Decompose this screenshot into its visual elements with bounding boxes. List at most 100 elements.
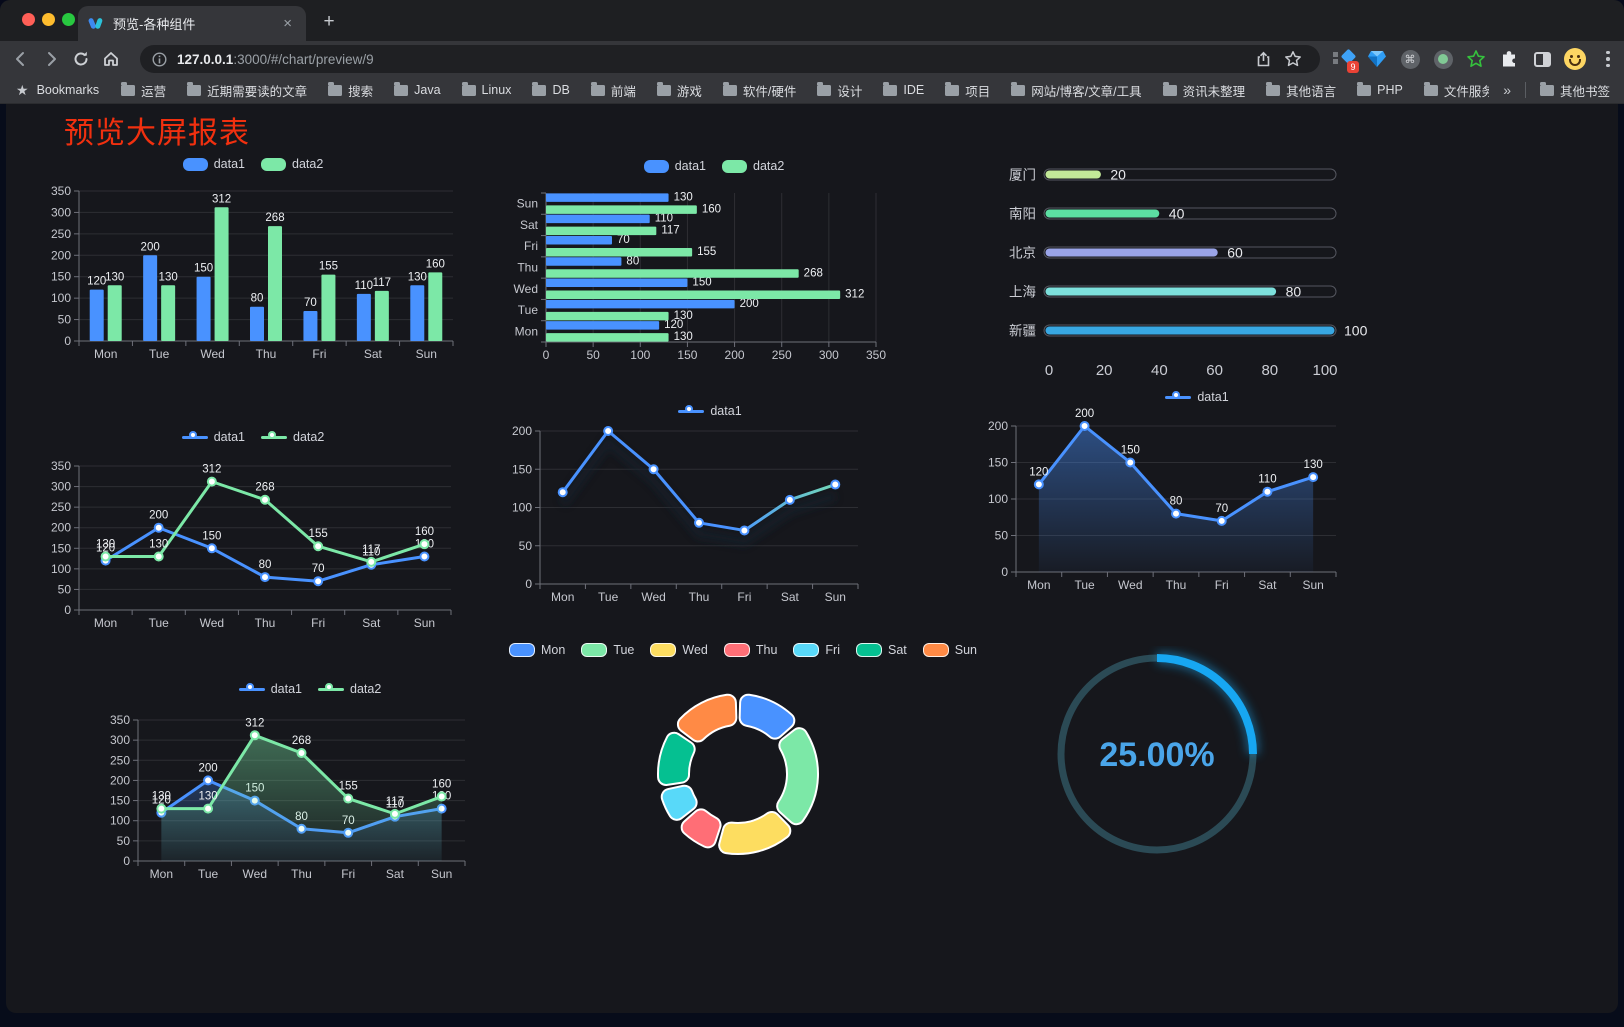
bookmark-folder[interactable]: 软件/硬件 bbox=[722, 81, 796, 100]
legend-item[interactable]: Thu bbox=[723, 643, 777, 657]
browser-menu-icon[interactable] bbox=[1596, 47, 1620, 71]
address-bar[interactable]: 127.0.0.1:3000/#/chart/preview/9 bbox=[140, 45, 1320, 73]
bookmarks-star-icon[interactable]: ★ bbox=[16, 81, 29, 98]
url-text[interactable]: 127.0.0.1:3000/#/chart/preview/9 bbox=[177, 52, 1248, 67]
profile-avatar[interactable] bbox=[1563, 47, 1587, 71]
svg-text:Mon: Mon bbox=[94, 347, 117, 361]
folder-icon bbox=[1162, 82, 1177, 96]
legend-item[interactable]: Sat bbox=[856, 643, 907, 657]
svg-text:80: 80 bbox=[1286, 284, 1302, 300]
share-icon[interactable] bbox=[1248, 44, 1278, 74]
minimize-window-button[interactable] bbox=[42, 13, 55, 26]
svg-text:50: 50 bbox=[995, 529, 1009, 543]
other-bookmarks-folder[interactable]: 其他书签 bbox=[1539, 81, 1610, 100]
svg-text:Wed: Wed bbox=[641, 590, 665, 604]
legend-item[interactable]: data2 bbox=[318, 682, 381, 696]
legend-item[interactable]: Mon bbox=[508, 643, 565, 657]
svg-text:150: 150 bbox=[692, 277, 711, 289]
svg-text:0: 0 bbox=[1001, 565, 1008, 579]
chart-legend: data1 data2 bbox=[45, 430, 461, 444]
zoom-window-button[interactable] bbox=[62, 13, 75, 26]
extension-record-icon[interactable] bbox=[1431, 47, 1455, 71]
legend-item[interactable]: data2 bbox=[722, 159, 784, 173]
svg-text:130: 130 bbox=[674, 310, 693, 322]
home-icon[interactable] bbox=[96, 44, 126, 74]
svg-text:Mon: Mon bbox=[551, 590, 574, 604]
close-window-button[interactable] bbox=[22, 13, 35, 26]
legend-item[interactable]: Fri bbox=[793, 643, 840, 657]
legend-item[interactable]: data1 bbox=[643, 159, 706, 173]
svg-text:130: 130 bbox=[105, 271, 124, 283]
browser-tab[interactable]: 预览-各种组件 × bbox=[78, 6, 306, 41]
svg-text:312: 312 bbox=[212, 193, 231, 205]
bookmark-folder[interactable]: 设计 bbox=[817, 81, 862, 100]
bookmarks-overflow-chevron[interactable]: » bbox=[1503, 82, 1511, 98]
svg-text:Sat: Sat bbox=[386, 867, 405, 881]
svg-text:130: 130 bbox=[159, 271, 178, 283]
bookmark-folder[interactable]: DB bbox=[532, 82, 570, 97]
legend-item[interactable]: data2 bbox=[261, 157, 323, 171]
reload-icon[interactable] bbox=[66, 44, 96, 74]
bookmarks-label[interactable]: Bookmarks bbox=[36, 83, 100, 97]
legend-item[interactable]: data2 bbox=[261, 430, 324, 444]
svg-text:70: 70 bbox=[304, 297, 317, 309]
legend-item[interactable]: data1 bbox=[182, 157, 245, 171]
svg-text:155: 155 bbox=[309, 528, 328, 540]
forward-icon[interactable] bbox=[36, 44, 66, 74]
legend-item[interactable]: Sun bbox=[922, 643, 977, 657]
extension-command-icon[interactable]: ⌘ bbox=[1398, 47, 1422, 71]
tab-close-icon[interactable]: × bbox=[283, 15, 292, 32]
sidebar-toggle-icon[interactable] bbox=[1530, 47, 1554, 71]
legend-item[interactable]: Wed bbox=[650, 643, 708, 657]
bookmark-folder[interactable]: Linux bbox=[461, 82, 511, 97]
svg-text:200: 200 bbox=[1075, 408, 1094, 420]
legend-item[interactable]: data1 bbox=[238, 682, 302, 696]
svg-text:新疆: 新疆 bbox=[1009, 324, 1036, 339]
bookmark-folder[interactable]: 项目 bbox=[945, 81, 990, 100]
donut-canvas bbox=[657, 693, 819, 855]
back-icon[interactable] bbox=[6, 44, 36, 74]
page-content: 预览大屏报表 data1 data2 0 50 100 150 200 250 300 350 Mo… bbox=[6, 104, 1618, 1013]
svg-text:100: 100 bbox=[110, 814, 130, 828]
bookmark-folder[interactable]: 前端 bbox=[590, 81, 636, 100]
bookmark-folder[interactable]: PHP bbox=[1357, 82, 1403, 97]
bookmark-folder[interactable]: 网站/博客/文章/工具 bbox=[1011, 81, 1142, 100]
legend-item[interactable]: data1 bbox=[678, 404, 742, 418]
bookmark-folder[interactable]: 其他语言 bbox=[1266, 81, 1336, 100]
bookmark-folder[interactable]: 资讯未整理 bbox=[1162, 81, 1245, 100]
folder-icon bbox=[394, 82, 409, 96]
svg-text:上海: 上海 bbox=[1009, 285, 1036, 300]
svg-text:Wed: Wed bbox=[243, 867, 267, 881]
gradient-line-chart: data1 0 50 100 150 200 Mon Tue Wed Thu Fri Sat Sun bbox=[500, 399, 920, 611]
bookmark-folder[interactable]: 近期需要读的文章 bbox=[187, 81, 307, 100]
extension-grid-diamond-icon[interactable]: 9 bbox=[1332, 47, 1359, 73]
site-info-icon[interactable] bbox=[152, 51, 167, 67]
svg-text:70: 70 bbox=[1215, 503, 1228, 515]
legend-item[interactable]: data1 bbox=[181, 430, 245, 444]
extension-green-star-icon[interactable] bbox=[1464, 47, 1488, 71]
svg-text:Thu: Thu bbox=[1166, 578, 1187, 592]
bookmark-folder[interactable]: Java bbox=[394, 82, 441, 97]
svg-text:80: 80 bbox=[1261, 362, 1278, 379]
legend-item[interactable]: data1 bbox=[1165, 390, 1229, 404]
svg-text:80: 80 bbox=[251, 293, 264, 305]
svg-text:北京: 北京 bbox=[1009, 246, 1036, 261]
bookmark-folder[interactable]: 文件服务器 bbox=[1423, 81, 1489, 100]
svg-text:Sun: Sun bbox=[825, 590, 846, 604]
new-tab-button[interactable]: + bbox=[323, 11, 335, 32]
extension-gem-icon[interactable] bbox=[1365, 47, 1389, 71]
url-path: :3000/#/chart/preview/9 bbox=[233, 51, 374, 67]
bookmark-folder[interactable]: 游戏 bbox=[656, 81, 702, 100]
svg-text:40: 40 bbox=[1151, 362, 1168, 379]
svg-text:120: 120 bbox=[152, 795, 171, 807]
legend-item[interactable]: Tue bbox=[581, 643, 634, 657]
svg-text:Fri: Fri bbox=[341, 867, 355, 881]
bookmark-folder[interactable]: 搜索 bbox=[328, 81, 373, 100]
bookmark-star-icon[interactable] bbox=[1278, 44, 1308, 74]
bookmark-folder[interactable]: IDE bbox=[883, 82, 924, 97]
folder-icon bbox=[945, 82, 960, 96]
bookmark-folder[interactable]: 运营 bbox=[121, 81, 166, 100]
svg-text:Sun: Sun bbox=[517, 197, 538, 211]
svg-text:110: 110 bbox=[355, 280, 373, 292]
extensions-puzzle-icon[interactable] bbox=[1497, 47, 1521, 71]
